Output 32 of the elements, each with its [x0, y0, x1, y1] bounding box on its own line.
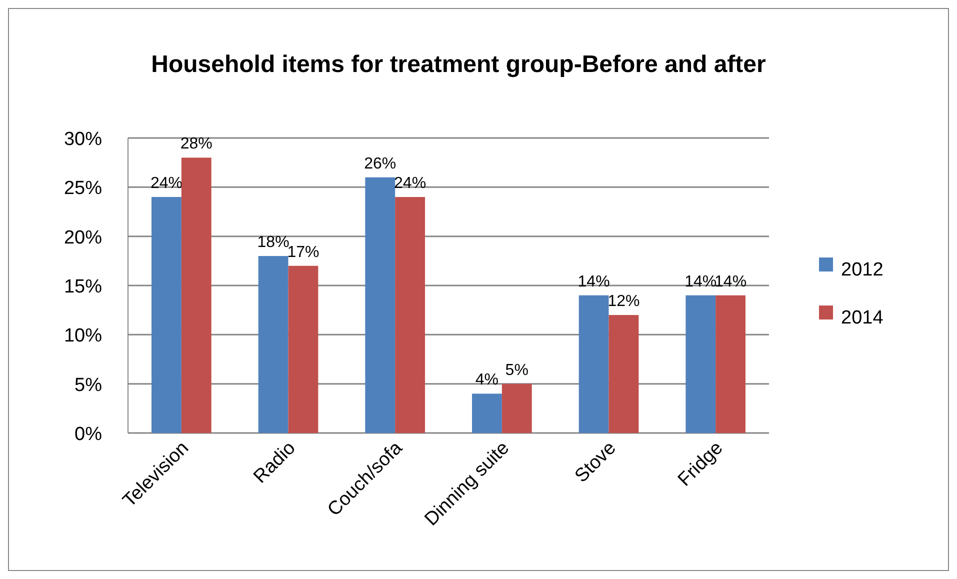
data-label: 14%: [684, 273, 717, 290]
bar: [365, 177, 396, 433]
bar: [395, 197, 425, 433]
bar: [502, 384, 532, 433]
y-tick-label: 15%: [64, 276, 102, 298]
data-label: 4%: [475, 372, 499, 389]
bar: [288, 266, 318, 433]
chart-title: Household items for treatment group-Before and after: [151, 51, 766, 78]
bar: [716, 295, 746, 433]
y-tick-label: 20%: [64, 227, 102, 248]
bar: [578, 295, 609, 433]
y-tick-label: 10%: [64, 326, 102, 347]
y-tick-label: 5%: [74, 374, 102, 396]
data-label: 26%: [364, 155, 396, 172]
legend-label: 2014: [841, 308, 884, 329]
bar: [152, 197, 182, 433]
data-label: 18%: [257, 234, 290, 251]
y-tick-label: 0%: [74, 424, 102, 445]
data-label: 24%: [150, 175, 182, 192]
data-label: 12%: [608, 293, 640, 310]
data-label: 28%: [180, 136, 212, 153]
data-label: 5%: [505, 362, 528, 379]
data-label: 14%: [578, 273, 610, 290]
y-tick-label: 25%: [64, 178, 102, 200]
legend-label: 2012: [841, 260, 884, 281]
data-label: 14%: [714, 273, 747, 290]
y-tick-label: 30%: [64, 129, 102, 150]
bar: [181, 158, 212, 433]
bar: [686, 295, 716, 433]
bar: [258, 256, 288, 433]
bar: [608, 315, 639, 433]
bar: [472, 394, 502, 433]
